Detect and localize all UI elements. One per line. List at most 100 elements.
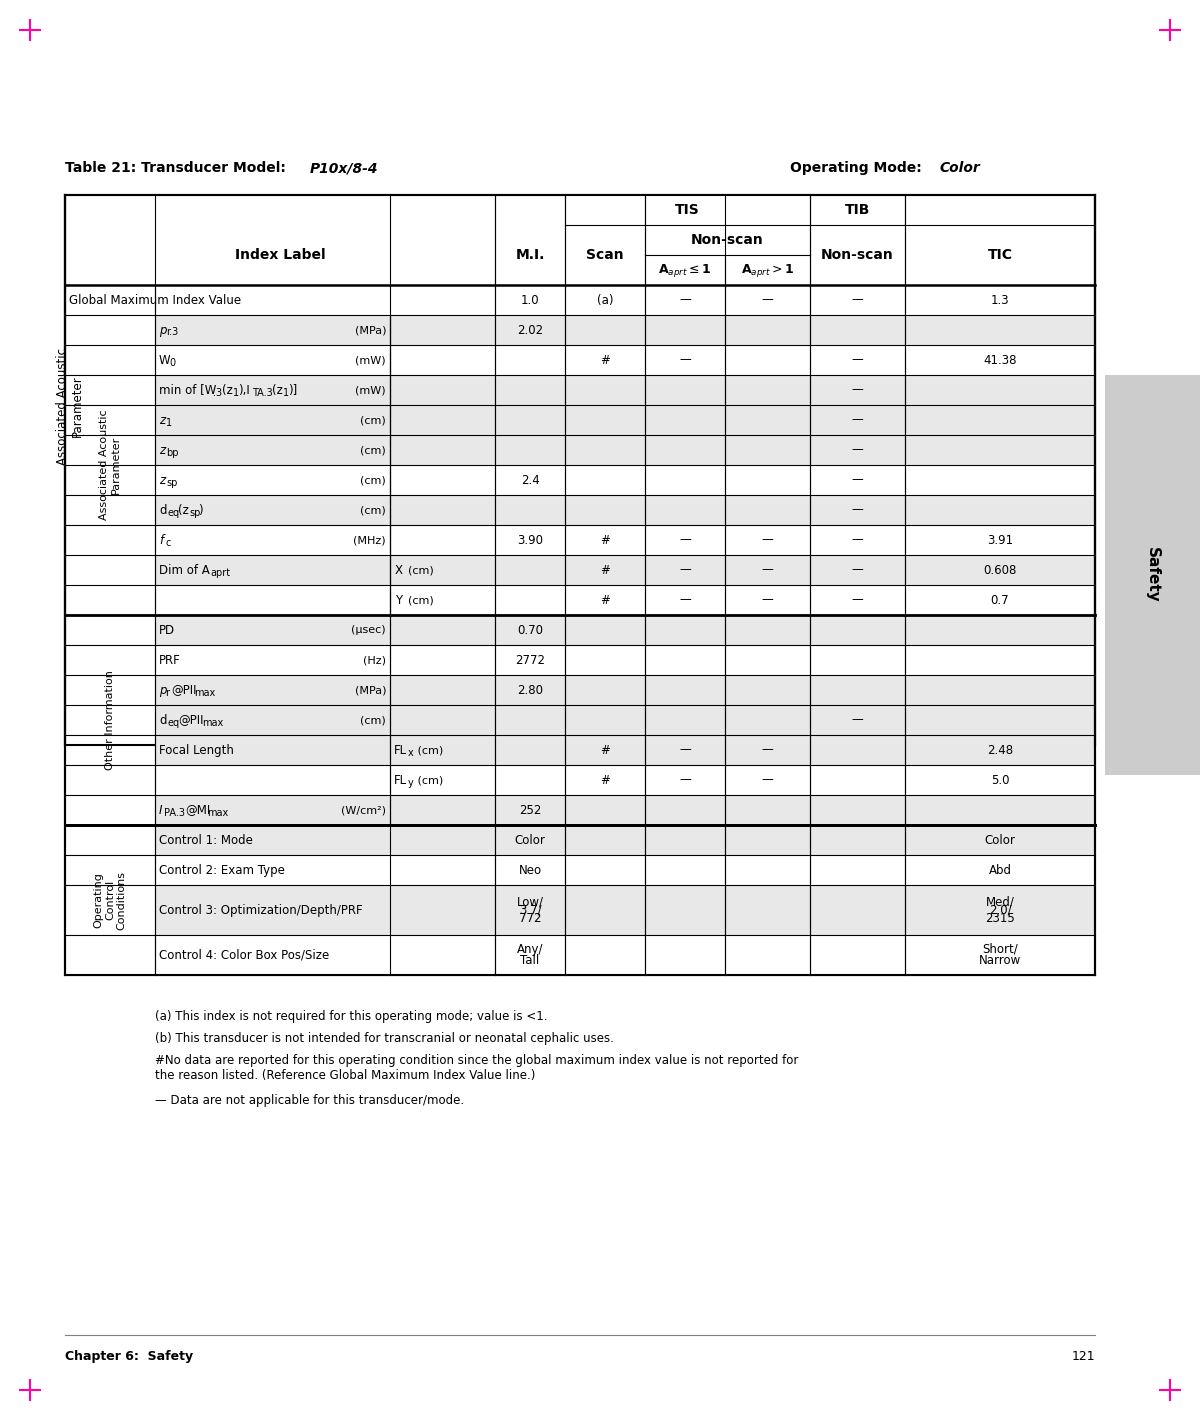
Text: TA.3: TA.3 bbox=[252, 388, 272, 398]
Text: 2772: 2772 bbox=[515, 654, 545, 667]
Text: x: x bbox=[408, 748, 414, 758]
Text: (cm): (cm) bbox=[408, 596, 433, 606]
Text: 1: 1 bbox=[233, 388, 239, 398]
Text: — Data are not applicable for this transducer/mode.: — Data are not applicable for this trans… bbox=[155, 1094, 464, 1107]
Text: Color: Color bbox=[940, 161, 980, 175]
Text: Associated Acoustic
Parameter: Associated Acoustic Parameter bbox=[100, 410, 121, 520]
Text: —: — bbox=[852, 413, 863, 426]
Text: Neo: Neo bbox=[518, 864, 541, 876]
Text: 772: 772 bbox=[518, 912, 541, 925]
Text: max: max bbox=[202, 718, 223, 728]
Text: min of [W: min of [W bbox=[158, 383, 216, 396]
Text: (μsec): (μsec) bbox=[352, 626, 386, 636]
Bar bbox=[155, 675, 1096, 705]
Text: p: p bbox=[158, 684, 167, 697]
Bar bbox=[155, 435, 1096, 465]
Text: eq: eq bbox=[167, 507, 179, 519]
Text: Non-scan: Non-scan bbox=[691, 234, 764, 247]
Text: PD: PD bbox=[158, 624, 175, 637]
Text: max: max bbox=[208, 808, 228, 818]
Text: d: d bbox=[158, 714, 167, 727]
Text: 3.90: 3.90 bbox=[517, 533, 542, 547]
Text: —: — bbox=[679, 533, 691, 547]
Text: #: # bbox=[600, 744, 610, 757]
Text: (MHz): (MHz) bbox=[353, 534, 386, 544]
Text: Abd: Abd bbox=[989, 864, 1012, 876]
Text: Table 21: Transducer Model:: Table 21: Transducer Model: bbox=[65, 161, 290, 175]
Text: —: — bbox=[762, 294, 773, 306]
Text: 121: 121 bbox=[1072, 1349, 1096, 1362]
Text: eq: eq bbox=[167, 718, 179, 728]
Bar bbox=[155, 735, 1096, 765]
Text: Chapter 6:  Safety: Chapter 6: Safety bbox=[65, 1349, 193, 1362]
Text: FL: FL bbox=[394, 774, 407, 787]
Text: —: — bbox=[762, 744, 773, 757]
Text: Control 4: Color Box Pos/Size: Control 4: Color Box Pos/Size bbox=[158, 949, 329, 962]
Text: Scan: Scan bbox=[586, 248, 624, 262]
Text: 0.608: 0.608 bbox=[983, 563, 1016, 577]
Text: (mW): (mW) bbox=[355, 355, 386, 365]
Text: #: # bbox=[600, 774, 610, 787]
Text: TIB: TIB bbox=[845, 202, 870, 217]
Text: ),I: ),I bbox=[238, 383, 250, 396]
Text: Operating Mode:: Operating Mode: bbox=[790, 161, 926, 175]
Text: PA.3: PA.3 bbox=[164, 808, 185, 818]
Text: (z: (z bbox=[272, 383, 283, 396]
Text: sp: sp bbox=[190, 507, 200, 519]
Text: M.I.: M.I. bbox=[515, 248, 545, 262]
Text: Narrow: Narrow bbox=[979, 955, 1021, 968]
Text: Safety: Safety bbox=[1145, 547, 1159, 603]
Text: 2.48: 2.48 bbox=[986, 744, 1013, 757]
Bar bbox=[155, 795, 1096, 825]
Bar bbox=[155, 705, 1096, 735]
Text: )]: )] bbox=[288, 383, 298, 396]
Text: 0.70: 0.70 bbox=[517, 624, 542, 637]
Text: aprt: aprt bbox=[210, 569, 230, 579]
Text: Control 2: Exam Type: Control 2: Exam Type bbox=[158, 864, 284, 876]
Text: Index Label: Index Label bbox=[235, 248, 325, 262]
Text: r: r bbox=[166, 688, 169, 698]
Text: (mW): (mW) bbox=[355, 385, 386, 395]
Text: Focal Length: Focal Length bbox=[158, 744, 234, 757]
Text: z: z bbox=[158, 413, 166, 426]
Bar bbox=[155, 675, 1096, 705]
Text: —: — bbox=[852, 443, 863, 456]
Text: r.3: r.3 bbox=[166, 326, 179, 336]
Text: 2.80: 2.80 bbox=[517, 684, 542, 697]
Bar bbox=[155, 885, 1096, 935]
Text: A$_{aprt}$$\leq$1: A$_{aprt}$$\leq$1 bbox=[659, 262, 712, 278]
Text: (W/cm²): (W/cm²) bbox=[341, 805, 386, 815]
Text: 1: 1 bbox=[283, 388, 289, 398]
Text: 2.02: 2.02 bbox=[517, 323, 544, 336]
Text: #: # bbox=[600, 353, 610, 366]
Bar bbox=[155, 795, 1096, 825]
Text: Global Maximum Index Value: Global Maximum Index Value bbox=[70, 294, 241, 306]
Text: (MPa): (MPa) bbox=[354, 325, 386, 335]
Bar bbox=[155, 885, 1096, 935]
Text: d: d bbox=[158, 503, 167, 516]
Text: TIS: TIS bbox=[676, 202, 700, 217]
Text: (cm): (cm) bbox=[360, 504, 386, 514]
Text: —: — bbox=[762, 563, 773, 577]
Text: z: z bbox=[158, 443, 166, 456]
Text: Short/: Short/ bbox=[982, 942, 1018, 956]
Bar bbox=[155, 494, 1096, 524]
Text: Med/: Med/ bbox=[985, 895, 1014, 909]
Text: Tall: Tall bbox=[521, 955, 540, 968]
Text: 5.0: 5.0 bbox=[991, 774, 1009, 787]
Text: (a): (a) bbox=[596, 294, 613, 306]
Text: X: X bbox=[395, 563, 403, 577]
Text: —: — bbox=[679, 593, 691, 607]
Text: y: y bbox=[408, 778, 414, 788]
Text: .3: .3 bbox=[214, 388, 222, 398]
Text: Any/: Any/ bbox=[517, 942, 544, 956]
Text: c: c bbox=[166, 539, 170, 549]
Bar bbox=[155, 435, 1096, 465]
Text: 2.0/: 2.0/ bbox=[989, 903, 1012, 916]
Bar bbox=[155, 405, 1096, 435]
Text: ): ) bbox=[198, 503, 203, 516]
Text: (z: (z bbox=[178, 503, 188, 516]
Text: (z: (z bbox=[222, 383, 233, 396]
Text: —: — bbox=[762, 533, 773, 547]
Text: FL: FL bbox=[394, 744, 407, 757]
